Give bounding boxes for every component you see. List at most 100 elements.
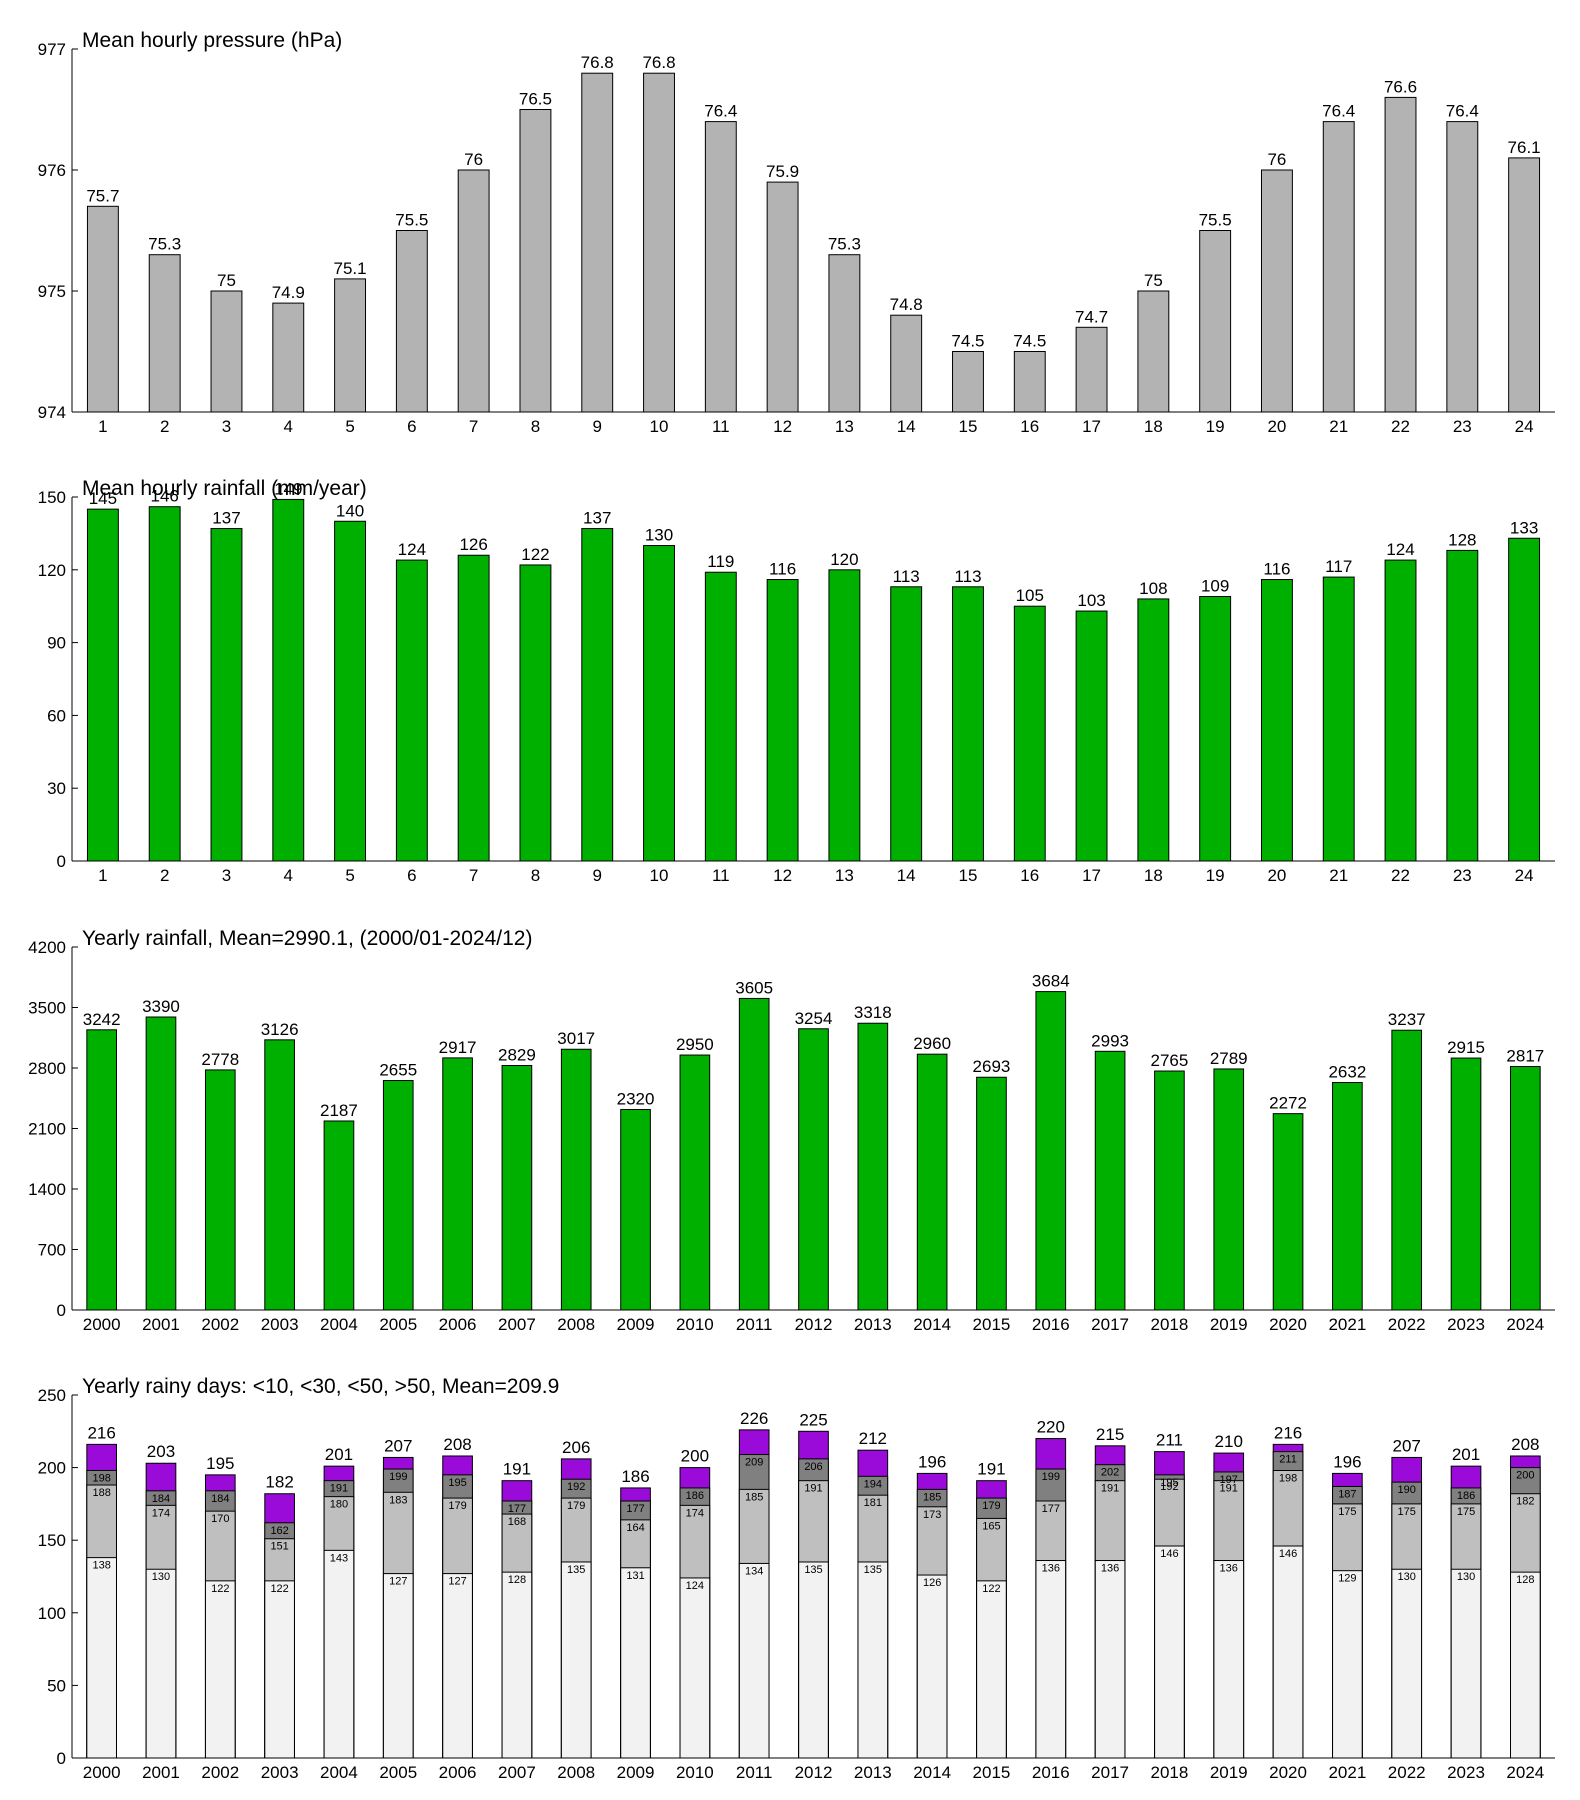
x-tick-label: 2005 — [379, 1315, 417, 1334]
x-tick-label: 12 — [773, 866, 792, 885]
bar — [1260, 169, 1293, 413]
y-tick-label: 4200 — [28, 938, 66, 957]
y-tick-label: 150 — [38, 1531, 66, 1550]
value-label: 191 — [1220, 1483, 1238, 1495]
value-label: 76 — [464, 150, 483, 169]
x-tick-label: 2018 — [1151, 1315, 1189, 1334]
value-label: 76.4 — [1322, 102, 1355, 121]
bar-segment — [204, 1580, 236, 1759]
value-label: 130 — [152, 1571, 170, 1583]
chart-title: Yearly rainfall, Mean=2990.1, (2000/01-2… — [82, 927, 532, 950]
value-label: 220 — [1037, 1418, 1065, 1437]
bar — [766, 181, 799, 413]
bar-segment — [976, 1580, 1007, 1759]
x-tick-label: 3 — [222, 417, 231, 436]
value-label: 206 — [562, 1438, 590, 1457]
x-tick-label: 6 — [407, 417, 416, 436]
x-tick-label: 6 — [407, 866, 416, 885]
x-tick-label: 2009 — [617, 1315, 655, 1334]
value-label: 76.4 — [1446, 102, 1479, 121]
bar-segment — [145, 1568, 177, 1759]
value-label: 186 — [1457, 1490, 1475, 1502]
value-label: 146 — [151, 487, 179, 506]
y-tick-label: 1400 — [28, 1180, 66, 1199]
value-label: 116 — [1263, 560, 1290, 579]
bar-segment — [86, 1557, 117, 1759]
bar-segment — [738, 1562, 770, 1759]
x-tick-label: 7 — [469, 866, 478, 885]
value-label: 198 — [1279, 1473, 1297, 1485]
value-label: 185 — [923, 1491, 941, 1503]
x-tick-label: 24 — [1515, 417, 1534, 436]
x-tick-label: 2006 — [439, 1315, 477, 1334]
x-tick-label: 20 — [1267, 417, 1286, 436]
value-label: 134 — [745, 1565, 763, 1577]
x-tick-label: 2017 — [1091, 1763, 1129, 1782]
bar-segment — [620, 1567, 651, 1759]
y-tick-label: 0 — [57, 1749, 66, 1768]
x-tick-label: 2001 — [142, 1763, 180, 1782]
bar — [264, 1039, 295, 1311]
value-label: 212 — [859, 1429, 887, 1448]
x-tick-label: 7 — [469, 417, 478, 436]
x-tick-label: 21 — [1329, 417, 1348, 436]
value-label: 75.3 — [828, 235, 861, 254]
y-tick-label: 700 — [38, 1241, 66, 1260]
value-label: 140 — [336, 501, 364, 520]
value-label: 122 — [270, 1583, 288, 1595]
value-label: 208 — [443, 1435, 471, 1454]
value-label: 136 — [1101, 1563, 1119, 1575]
value-label: 2829 — [498, 1045, 536, 1064]
value-label: 117 — [1325, 557, 1352, 576]
value-label: 216 — [87, 1423, 115, 1442]
bar — [581, 528, 614, 862]
value-label: 76.6 — [1384, 77, 1417, 96]
x-tick-label: 8 — [531, 866, 540, 885]
value-label: 149 — [274, 479, 302, 498]
bar — [210, 528, 243, 862]
bar — [395, 230, 428, 413]
value-label: 177 — [1042, 1503, 1060, 1515]
bar — [890, 314, 923, 413]
value-label: 2272 — [1269, 1094, 1307, 1113]
chart-title: Yearly rainy days: <10, <30, <50, >50, M… — [82, 1375, 559, 1398]
value-label: 165 — [982, 1520, 1000, 1532]
bar — [828, 569, 861, 862]
bar-segment — [1272, 1545, 1304, 1759]
x-tick-label: 2019 — [1210, 1763, 1248, 1782]
value-label: 207 — [1393, 1436, 1421, 1455]
y-tick-label: 100 — [38, 1604, 66, 1623]
y-tick-label: 150 — [38, 488, 66, 507]
value-label: 162 — [270, 1525, 288, 1537]
value-label: 192 — [567, 1481, 585, 1493]
value-label: 2993 — [1091, 1031, 1129, 1050]
value-label: 207 — [384, 1436, 412, 1455]
bar — [643, 545, 675, 862]
value-label: 211 — [1156, 1431, 1183, 1450]
bar-segment — [1332, 1570, 1363, 1759]
value-label: 199 — [389, 1471, 407, 1483]
value-label: 75.5 — [1199, 211, 1232, 230]
value-label: 202 — [1101, 1467, 1119, 1479]
value-label: 194 — [864, 1478, 882, 1490]
bar — [704, 571, 737, 862]
x-tick-label: 2001 — [142, 1315, 180, 1334]
x-tick-label: 2000 — [83, 1763, 121, 1782]
x-tick-label: 2012 — [795, 1315, 833, 1334]
value-label: 133 — [1510, 518, 1538, 537]
value-label: 2789 — [1210, 1049, 1248, 1068]
x-tick-label: 2022 — [1388, 1315, 1426, 1334]
value-label: 200 — [681, 1447, 709, 1466]
value-label: 76 — [1267, 150, 1286, 169]
x-tick-label: 21 — [1329, 866, 1348, 885]
bar-segment — [382, 1573, 414, 1759]
bar — [976, 1076, 1007, 1311]
x-tick-label: 2020 — [1269, 1763, 1307, 1782]
x-tick-label: 2015 — [973, 1763, 1011, 1782]
value-label: 173 — [923, 1509, 941, 1521]
bar — [1332, 1082, 1363, 1311]
value-label: 195 — [1160, 1477, 1178, 1489]
value-label: 126 — [923, 1577, 941, 1589]
x-tick-label: 2004 — [320, 1315, 358, 1334]
value-label: 146 — [1279, 1548, 1297, 1560]
